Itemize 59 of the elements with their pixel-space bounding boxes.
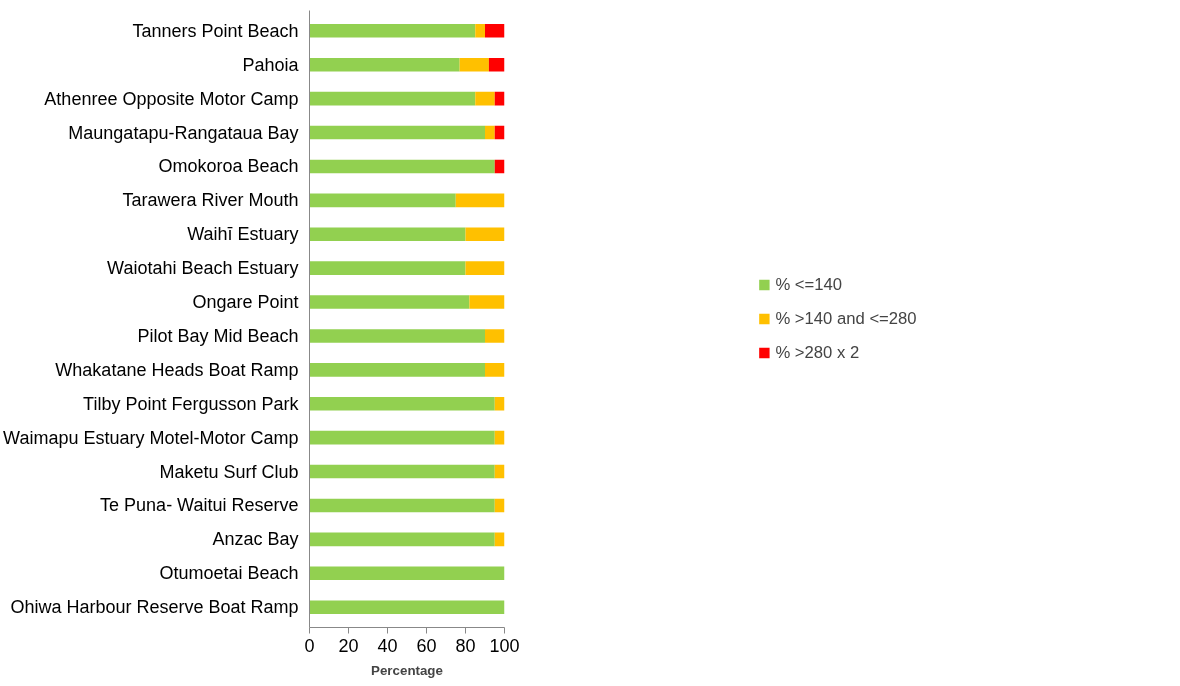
- bar: [459, 57, 489, 72]
- legend-label: % >140 and <=280: [775, 308, 917, 329]
- bar: [494, 396, 505, 411]
- bar: [485, 24, 505, 38]
- x-tick-label: 0: [304, 635, 315, 656]
- y-tick-label: Waihī Estuary: [187, 224, 299, 245]
- y-tick-label: Maungatapu-Rangataua Bay: [68, 122, 299, 143]
- bar: [485, 329, 505, 343]
- bar: [309, 396, 495, 411]
- bar: [309, 329, 485, 343]
- bar: [309, 295, 470, 309]
- y-tick-label: Tarawera River Mouth: [122, 190, 299, 211]
- y-tick-label: Tanners Point Beach: [132, 20, 299, 41]
- x-tick-label: 20: [338, 635, 359, 656]
- bar: [309, 261, 466, 275]
- bar: [475, 91, 495, 106]
- y-tick-label: Anzac Bay: [212, 529, 299, 550]
- bar: [309, 193, 456, 208]
- bar: [309, 430, 495, 445]
- bar: [309, 498, 495, 513]
- bar: [465, 261, 505, 275]
- bar: [485, 363, 505, 377]
- y-tick-label: Waiotahi Beach Estuary: [107, 258, 299, 279]
- y-tick-label: Pilot Bay Mid Beach: [137, 325, 299, 346]
- x-tick-label: 100: [489, 635, 520, 656]
- y-tick-label: Tilby Point Fergusson Park: [83, 393, 300, 414]
- x-tick-label: 40: [377, 635, 398, 656]
- bar: [455, 193, 505, 208]
- bar: [465, 227, 505, 242]
- bar: [309, 159, 495, 174]
- y-tick-label: Omokoroa Beach: [158, 156, 299, 177]
- legend-label: % <=140: [775, 274, 843, 295]
- bar: [309, 532, 495, 547]
- x-tick-label: 60: [416, 635, 437, 656]
- bar: [309, 363, 485, 377]
- bar: [309, 464, 495, 479]
- bar: [469, 295, 505, 309]
- y-tick-label: Ohiwa Harbour Reserve Boat Ramp: [10, 597, 299, 618]
- bar: [309, 125, 485, 140]
- y-tick-label: Maketu Surf Club: [159, 461, 299, 482]
- x-tick-label: 80: [455, 635, 476, 656]
- y-tick-label: Waimapu Estuary Motel-Motor Camp: [3, 427, 299, 448]
- y-tick-label: Pahoia: [242, 54, 300, 75]
- bar: [309, 566, 505, 581]
- bar: [309, 600, 505, 614]
- bar: [309, 57, 460, 72]
- bar: [309, 24, 476, 38]
- bar: [309, 227, 466, 242]
- bar: [475, 24, 485, 38]
- y-tick-label: Ongare Point: [192, 292, 299, 313]
- y-tick-label: Otumoetai Beach: [159, 563, 299, 584]
- bar: [309, 91, 476, 106]
- y-tick-label: Athenree Opposite Motor Camp: [44, 88, 299, 109]
- bar: [488, 57, 505, 72]
- y-tick-label: Whakatane Heads Boat Ramp: [55, 359, 299, 380]
- bar: [485, 125, 495, 140]
- y-tick-label: Te Puna- Waitui Reserve: [100, 495, 299, 516]
- legend-label: % >280 x 2: [775, 342, 860, 363]
- x-axis-title: Percentage: [371, 662, 443, 678]
